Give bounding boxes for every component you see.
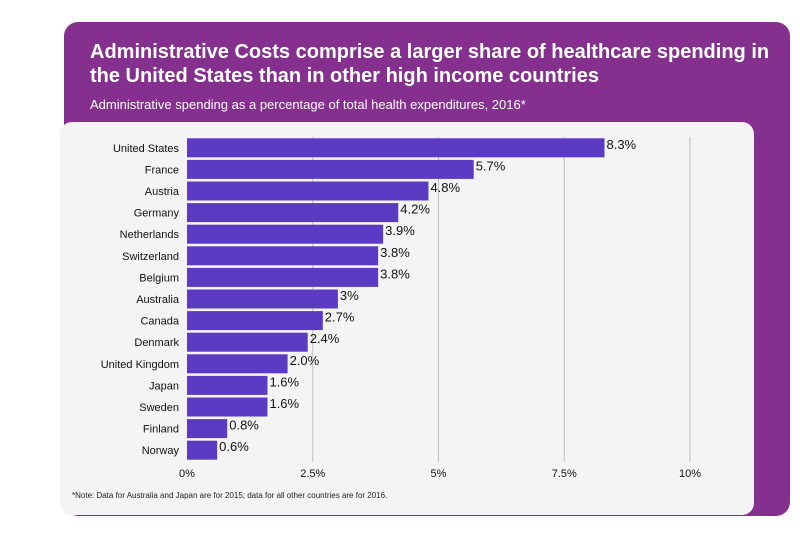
category-label: Finland [143, 424, 179, 436]
category-label: Australia [136, 294, 180, 306]
category-label: United Kingdom [101, 359, 179, 371]
bar [187, 419, 228, 439]
bar [187, 224, 384, 244]
chart-title: Administrative Costs comprise a larger s… [90, 41, 770, 87]
bar [187, 159, 474, 179]
category-label: Sweden [139, 402, 179, 414]
bar [187, 289, 338, 309]
value-label: 4.2% [400, 202, 430, 217]
category-label: Denmark [134, 337, 179, 349]
value-label: 2.4% [310, 331, 340, 346]
x-tick-label: 10% [679, 468, 701, 480]
category-label: Germany [134, 208, 180, 220]
x-tick-label: 0% [179, 468, 195, 480]
chart-subtitle: Administrative spending as a percentage … [90, 97, 526, 112]
category-label: France [145, 164, 179, 176]
value-label: 3% [340, 288, 359, 303]
bar [187, 332, 308, 352]
value-label: 5.7% [476, 158, 506, 173]
bar [187, 397, 268, 417]
x-tick-label: 5% [431, 468, 447, 480]
category-label: Norway [142, 445, 180, 457]
bar [187, 203, 399, 223]
value-label: 1.6% [269, 396, 299, 411]
footnote: *Note: Data for Australia and Japan are … [72, 491, 388, 500]
x-tick-label: 2.5% [300, 468, 325, 480]
category-label: Belgium [139, 272, 179, 284]
value-label: 3.8% [380, 266, 410, 281]
value-label: 0.8% [229, 418, 259, 433]
category-label: Canada [140, 316, 179, 328]
category-label: United States [113, 143, 180, 155]
bar [187, 138, 605, 158]
value-label: 4.8% [430, 180, 460, 195]
value-label: 3.8% [380, 245, 410, 260]
bar [187, 375, 268, 395]
category-label: Japan [149, 380, 179, 392]
bar [187, 311, 323, 331]
value-label: 0.6% [219, 439, 249, 454]
category-label: Austria [145, 186, 180, 198]
value-label: 1.6% [269, 374, 299, 389]
bar [187, 354, 288, 374]
value-label: 2.0% [290, 353, 320, 368]
bar [187, 440, 218, 460]
x-tick-label: 7.5% [552, 468, 577, 480]
value-label: 2.7% [325, 310, 355, 325]
value-label: 8.3% [606, 137, 636, 152]
bar [187, 181, 429, 201]
bar [187, 267, 379, 287]
category-label: Netherlands [120, 229, 180, 241]
category-label: Switzerland [122, 251, 179, 263]
bar [187, 246, 379, 266]
value-label: 3.9% [385, 223, 415, 238]
